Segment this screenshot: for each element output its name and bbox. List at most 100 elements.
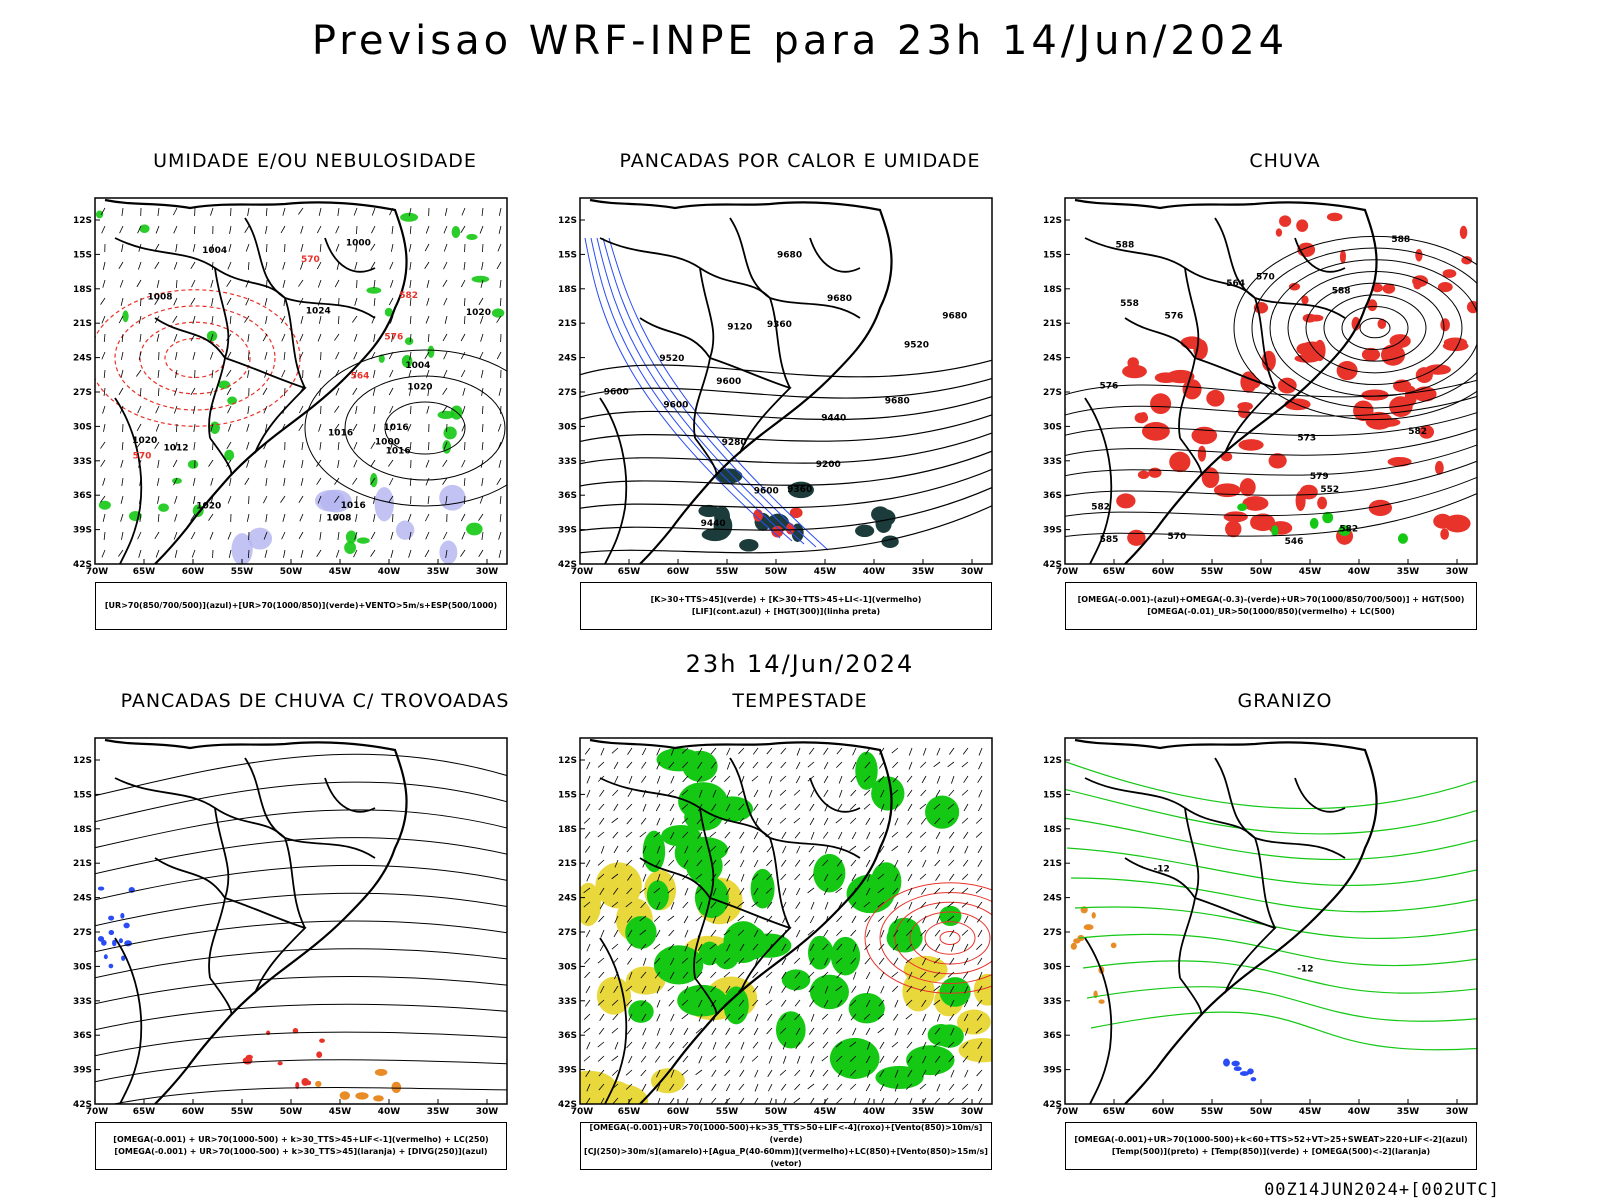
wind-vector [934,1027,941,1035]
wind-vector [863,1013,871,1020]
wind-vector [355,405,358,414]
lat-tick-label: 36S [558,491,577,501]
wind-vector [752,971,759,979]
wind-vector [779,775,787,782]
wind-vector [808,859,815,867]
wind-vector [443,441,448,450]
wind-vector [373,297,376,306]
wind-vector [656,999,661,1008]
field-blob [466,522,483,536]
wind-vector [768,1055,773,1064]
contour-line [924,921,976,955]
wind-vector [626,1041,633,1049]
panel-legend: [OMEGA(-0.001) + UR>70(1000-500) + k>30_… [95,1122,507,1170]
contour-label: 9280 [722,438,747,448]
wind-vector [392,513,394,523]
wind-vector [480,333,484,342]
wind-vector [921,957,927,966]
wind-vector [481,261,484,270]
wind-vector [479,351,484,360]
wind-vector [948,789,955,797]
field-blob [1213,483,1241,498]
wind-vector [794,803,801,811]
lat-tick-label: 36S [1043,491,1062,501]
wind-vector [478,513,484,521]
wind-vector [936,747,941,756]
wind-vector [894,901,899,910]
wind-vector [851,873,857,882]
wind-vector [879,845,885,853]
lon-tick-label: 60W [667,567,690,577]
wind-vector [907,887,913,896]
streamline [111,1087,507,1104]
wind-vector [667,887,675,894]
wind-vector [684,943,689,952]
wind-vector [698,1013,703,1022]
wind-vector [121,477,124,486]
wind-vector [121,333,124,342]
wind-vector [963,915,969,924]
wind-vector [460,333,466,342]
wind-vector [933,803,941,810]
wind-vector [726,943,731,952]
wind-vector [496,477,502,486]
wind-vector [852,1027,857,1036]
wind-vector [976,901,983,909]
wind-vector [795,1027,801,1036]
wind-vector [190,387,196,396]
contour-label: 552 [1320,485,1339,495]
lon-tick-label: 60W [182,1107,205,1117]
field-blob [855,524,875,538]
contour-label: 1000 [346,239,371,249]
field-blob [742,927,767,960]
field-blob [1098,999,1105,1004]
wind-vector [626,817,633,825]
wind-vector [766,901,773,909]
wind-vector [173,261,178,270]
wind-vector [245,297,250,306]
field-blob [1351,316,1361,331]
wind-vector [962,859,969,867]
wind-vector [919,803,927,810]
wind-vector [810,831,815,840]
wind-vector [409,225,412,235]
wind-vector [808,873,815,881]
wind-vector [977,803,983,812]
wind-vector [409,279,412,288]
wind-vector [795,901,801,909]
wind-vector [669,1027,675,1036]
wind-vector [407,423,412,432]
field-blob [108,915,115,921]
field-blob [427,345,435,358]
wind-vector [681,957,689,964]
wind-vector [334,333,340,341]
wind-vector [752,999,759,1007]
field-blob [1279,215,1292,227]
lat-tick-label: 30S [73,422,92,432]
wind-vector [600,985,605,994]
contour-label: 9600 [663,401,688,411]
wind-vector [961,817,969,824]
lon-tick-label: 35W [912,567,935,577]
wind-vector [425,225,430,234]
wind-vector [244,315,250,323]
wind-vector [783,1055,787,1064]
wind-vector [794,915,801,923]
lat-tick-label: 12S [558,756,577,766]
wind-vector [461,207,466,216]
wind-vector [738,747,745,755]
wind-vector [906,1041,913,1049]
field-blob [1288,282,1301,291]
wind-vector [460,225,466,234]
wind-vector [282,261,286,270]
field-blob [750,868,775,909]
contour-line [1090,1011,1477,1051]
wind-vector [627,929,633,938]
wind-vector [962,971,969,979]
wind-vector [119,279,124,288]
wind-vector [627,957,633,965]
state-border [769,837,791,929]
wind-vector [334,405,340,413]
wind-vector [725,803,731,812]
wind-vector [227,495,232,504]
